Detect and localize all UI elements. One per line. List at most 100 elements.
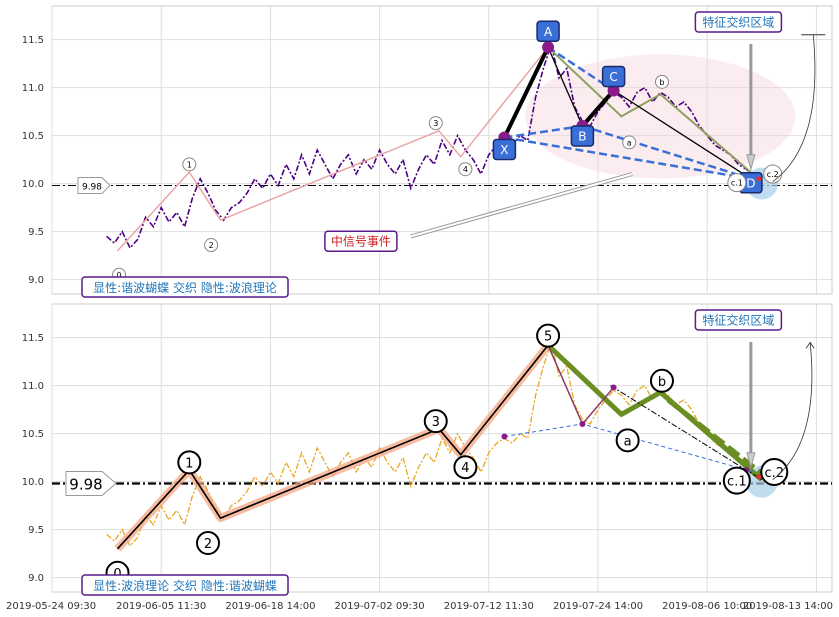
wave-label: 4: [461, 461, 469, 476]
y-tick-label: 11.0: [22, 381, 44, 392]
wave-label-circle-1: [182, 157, 197, 172]
y-tick-label: 9.5: [28, 525, 44, 536]
bottom-panel: 9.09.510.010.511.011.59.98012345abc.1c.2…: [22, 303, 833, 596]
wave-correction-dash: [666, 398, 772, 482]
zone-label-box: [694, 11, 783, 33]
wave-label-circle-c.1: [722, 466, 751, 495]
y-tick-label: 9.0: [28, 573, 44, 584]
wave-label: b: [658, 375, 666, 390]
harmonic-xb-dash: [504, 124, 583, 139]
wave-label-circle-b: [649, 368, 674, 393]
wave-label-circle-4: [453, 455, 478, 480]
projection-curve: [772, 342, 813, 480]
zone-label-box: [694, 309, 783, 331]
wave-label: a: [624, 434, 632, 449]
reference-value-label: 9.98: [82, 183, 102, 193]
reference-arrow-shape: [77, 177, 111, 195]
wave-label-circle-1: [177, 450, 202, 475]
x-tick-label: 2019-07-24 14:00: [553, 601, 643, 612]
hidden-harmonic-point-0: [501, 433, 508, 440]
projection-curve: [772, 34, 816, 183]
wave-label-circle-4: [458, 162, 473, 177]
zone-arrow-head: [746, 154, 756, 172]
harmonic-bd-dash: [582, 124, 752, 180]
harmonic-label-box-B: [570, 125, 595, 147]
y-tick-label: 11.0: [22, 83, 44, 94]
y-tick-label: 9.5: [28, 227, 44, 238]
harmonic-label-box-X: [492, 138, 517, 161]
wave-label-circle-c.1: [727, 173, 747, 193]
wave-label: a: [627, 138, 632, 147]
harmonic-xd-dash: [504, 136, 752, 181]
wave-label-circle-2: [204, 238, 219, 253]
harmonic-xa-leg: [502, 46, 550, 139]
x-tick-label: 2019-06-18 14:00: [225, 601, 315, 612]
wave-label: 0: [117, 271, 122, 280]
x-tick-label: 2019-05-24 09:30: [6, 601, 96, 612]
wave-correction-line: [546, 343, 764, 482]
wave-label-circle-a: [622, 135, 637, 150]
wave-label-circle-a: [615, 428, 640, 453]
projection-arrowhead: [805, 341, 815, 349]
harmonic-vertex-dot-3: [607, 84, 620, 97]
wave-label: 2: [204, 537, 212, 552]
channel-line: [610, 385, 763, 481]
y-tick-label: 11.5: [22, 35, 44, 46]
wave-label-circle-5: [536, 323, 561, 348]
focus-point: [756, 474, 762, 480]
wave-label-circle-b: [654, 74, 669, 89]
wave-impulse-line: [116, 344, 549, 550]
harmonic-label-box-A: [536, 20, 560, 43]
y-tick-label: 10.5: [22, 131, 44, 142]
harmonic-label: X: [500, 143, 508, 157]
wave-label-circle-3: [423, 409, 448, 434]
plot-frame: [51, 5, 833, 295]
top-panel: 9.0 9.5 10.0 10.5 11.0 11.5 9.98 X A B C D 中信号事件 0 1 2 3…: [22, 5, 833, 298]
wave-label: 2: [209, 241, 214, 250]
wave-label: 3: [433, 119, 438, 128]
x-axis: 2019-05-24 09:30 2019-06-05 11:30 2019-06-…: [6, 601, 833, 612]
wave-label: 3: [432, 415, 440, 430]
x-tick-label: 2019-08-06 10:00: [662, 601, 752, 612]
wave-label: c.2: [767, 170, 779, 179]
y-tick-label: 10.0: [22, 179, 44, 190]
reference-arrow-shape: [65, 471, 117, 497]
y-tick-label: 10.0: [22, 477, 44, 488]
wave-correction-line: [547, 46, 763, 183]
hidden-harmonic-point-2: [610, 384, 617, 391]
harmonic-label: B: [578, 130, 586, 144]
harmonic-label: A: [544, 25, 553, 39]
wave-label: 1: [185, 456, 193, 471]
wave-label: 1: [187, 160, 192, 169]
harmonic-bc-leg: [580, 89, 616, 128]
wave-label-circle-c.2: [760, 458, 789, 486]
x-tick-label: 2019-06-05 11:30: [116, 601, 206, 612]
focus-point: [756, 176, 762, 182]
harmonic-label: C: [609, 70, 617, 84]
caption-label: 显性:谐波蝴蝶 交织 隐性:波浪理论: [93, 280, 277, 295]
x-tick-label: 2019-07-12 11:30: [444, 601, 534, 612]
plot-frame: [51, 303, 833, 593]
zone-arrow-head: [746, 452, 756, 470]
wave-label: 5: [544, 330, 552, 345]
y-tick-label: 10.5: [22, 429, 44, 440]
wave-label: b: [659, 78, 664, 87]
y-tick-label: 9.0: [28, 275, 44, 286]
interaction-zone-ellipse: [525, 54, 796, 179]
reference-value-label: 9.98: [69, 476, 102, 494]
wave-label: c.1: [731, 179, 743, 188]
harmonic-label: D: [746, 176, 755, 190]
wave-label: 4: [463, 165, 468, 174]
y-tick-label: 11.5: [22, 333, 44, 344]
caption-box: [81, 574, 289, 596]
event-label-box: [324, 230, 398, 252]
caption-box: [81, 276, 289, 298]
wave-label: c.2: [764, 466, 784, 481]
zone-label: 特征交织区域: [702, 15, 774, 30]
zone-label: 特征交织区域: [702, 313, 774, 328]
wave-label-circle-3: [428, 116, 443, 131]
harmonic-vertex-dot-1: [542, 41, 555, 54]
wave-label: c.1: [727, 475, 747, 490]
wave-label-circle-2: [196, 531, 220, 556]
